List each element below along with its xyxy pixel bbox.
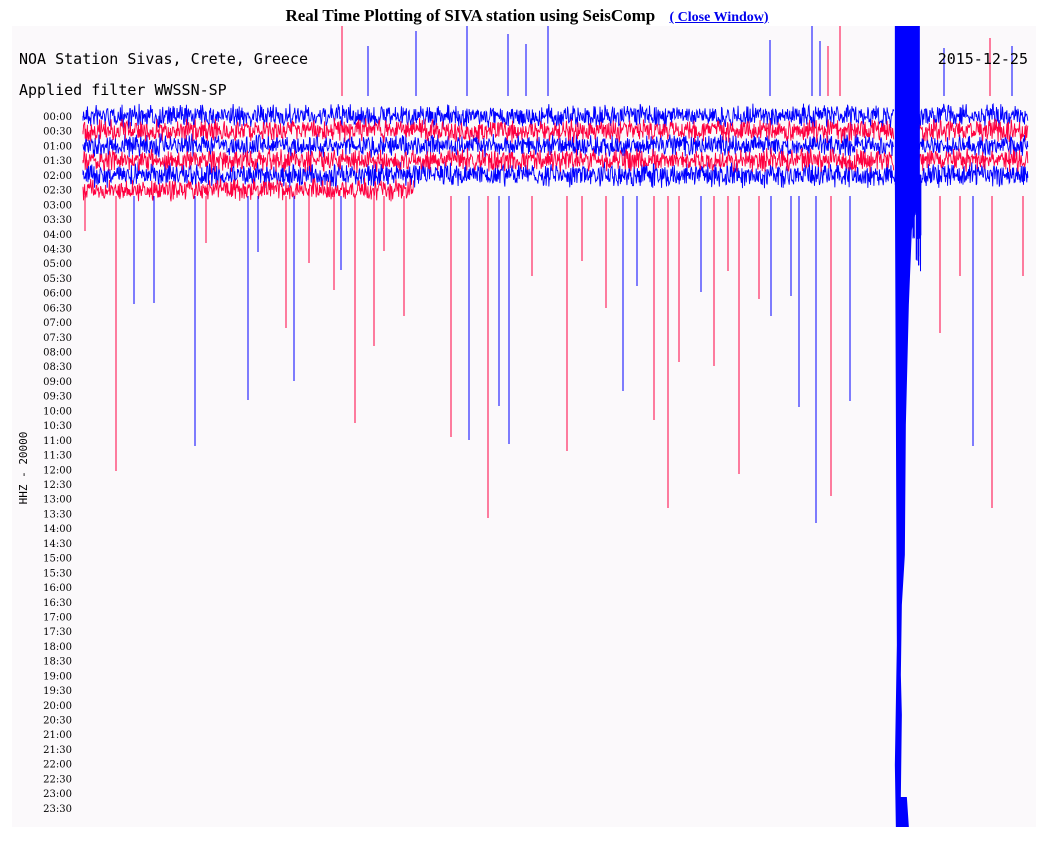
time-tick-label: 13:30 bbox=[43, 509, 72, 520]
time-tick-label: 18:30 bbox=[43, 657, 72, 668]
trace-0200 bbox=[82, 161, 1029, 189]
time-tick-label: 05:00 bbox=[43, 259, 72, 270]
trace-0000-a bbox=[82, 103, 895, 129]
time-tick-label: 08:00 bbox=[43, 348, 72, 359]
filter-label: Applied filter WWSSN-SP bbox=[19, 81, 227, 99]
time-tick-label: 18:00 bbox=[43, 642, 72, 653]
trace-0130-a bbox=[82, 147, 895, 174]
time-tick-label: 00:00 bbox=[43, 112, 72, 123]
station-label: NOA Station Sivas, Crete, Greece bbox=[19, 50, 308, 68]
time-tick-label: 19:30 bbox=[43, 686, 72, 697]
seismogram-plot: 00:00 00:30 01:00 01:30 02:00 02:30 03:00 03:30… bbox=[12, 26, 1036, 827]
time-tick-label: 13:00 bbox=[43, 495, 72, 506]
time-tick-label: 20:00 bbox=[43, 701, 72, 712]
time-tick-label: 12:30 bbox=[43, 480, 72, 491]
time-tick-label: 10:30 bbox=[43, 421, 72, 432]
time-tick-label: 23:30 bbox=[43, 804, 72, 815]
time-tick-label: 06:00 bbox=[43, 289, 72, 300]
trace-0030-a bbox=[82, 118, 895, 144]
earthquake-event-group bbox=[894, 26, 922, 827]
time-tick-label: 12:00 bbox=[43, 465, 72, 476]
page-header: Real Time Plotting of SIVA station using… bbox=[0, 6, 1054, 26]
time-tick-label: 07:30 bbox=[43, 333, 72, 344]
time-tick-label: 02:00 bbox=[43, 171, 72, 182]
time-tick-label: 04:30 bbox=[43, 244, 72, 255]
time-tick-label: 07:00 bbox=[43, 318, 72, 329]
channel-label: HHZ - 20000 bbox=[17, 432, 30, 505]
page-title: Real Time Plotting of SIVA station using… bbox=[285, 6, 656, 25]
time-tick-label: 00:30 bbox=[43, 127, 72, 138]
time-tick-label: 22:30 bbox=[43, 774, 72, 785]
trace-0100-a bbox=[82, 132, 895, 158]
time-tick-label: 08:30 bbox=[43, 362, 72, 373]
time-tick-label: 11:30 bbox=[43, 451, 72, 462]
spike-group bbox=[84, 26, 1024, 523]
time-tick-label: 09:30 bbox=[43, 392, 72, 403]
time-tick-label: 14:00 bbox=[43, 524, 72, 535]
time-tick-label: 02:30 bbox=[43, 186, 72, 197]
close-window-link[interactable]: ( Close Window) bbox=[669, 10, 769, 25]
time-tick-label: 04:00 bbox=[43, 230, 72, 241]
time-tick-label: 19:00 bbox=[43, 671, 72, 682]
time-tick-label: 15:30 bbox=[43, 568, 72, 579]
time-tick-labels: 00:00 00:30 01:00 01:30 02:00 02:30 03:00 03:30… bbox=[43, 112, 72, 815]
date-label: 2015-12-25 bbox=[938, 50, 1028, 68]
event-burst bbox=[894, 26, 920, 185]
time-tick-label: 01:30 bbox=[43, 156, 72, 167]
time-tick-label: 20:30 bbox=[43, 716, 72, 727]
time-tick-label: 05:30 bbox=[43, 274, 72, 285]
seismogram-svg: 00:00 00:30 01:00 01:30 02:00 02:30 03:00 03:30… bbox=[17, 26, 1029, 827]
time-tick-label: 16:30 bbox=[43, 598, 72, 609]
time-tick-label: 22:00 bbox=[43, 760, 72, 771]
time-tick-label: 11:00 bbox=[43, 436, 72, 447]
event-coda bbox=[894, 174, 920, 827]
trace-0030-b bbox=[912, 118, 1029, 143]
time-tick-label: 21:30 bbox=[43, 745, 72, 756]
time-tick-label: 03:30 bbox=[43, 215, 72, 226]
time-tick-label: 10:00 bbox=[43, 406, 72, 417]
time-tick-label: 03:00 bbox=[43, 200, 72, 211]
time-tick-label: 17:00 bbox=[43, 612, 72, 623]
trace-0230 bbox=[82, 177, 414, 202]
time-tick-label: 09:00 bbox=[43, 377, 72, 388]
time-tick-label: 23:00 bbox=[43, 789, 72, 800]
time-tick-label: 16:00 bbox=[43, 583, 72, 594]
time-tick-label: 06:30 bbox=[43, 303, 72, 314]
trace-0100-b bbox=[912, 134, 1029, 157]
time-tick-label: 15:00 bbox=[43, 554, 72, 565]
time-tick-label: 17:30 bbox=[43, 627, 72, 638]
time-tick-label: 21:00 bbox=[43, 730, 72, 741]
trace-0000-b bbox=[912, 103, 1029, 129]
time-tick-label: 01:00 bbox=[43, 141, 72, 152]
trace-0130-b bbox=[912, 148, 1029, 173]
time-tick-label: 14:30 bbox=[43, 539, 72, 550]
trace-group bbox=[82, 103, 1029, 202]
